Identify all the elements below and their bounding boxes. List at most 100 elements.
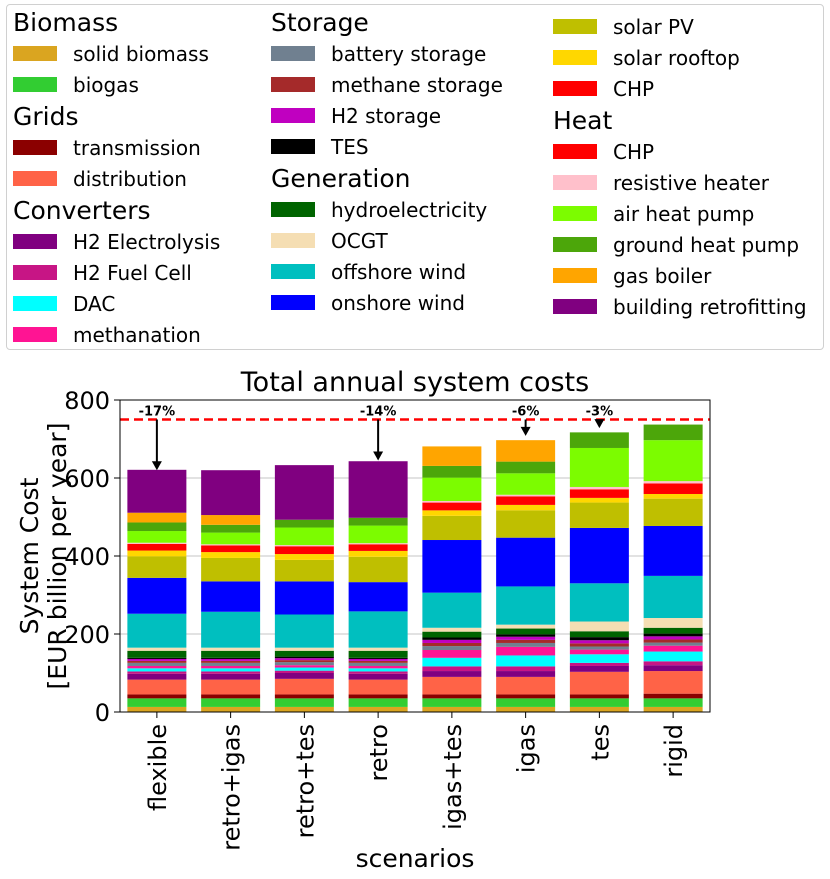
- bar-segment: [496, 461, 556, 474]
- bar-segment: [274, 519, 334, 528]
- bar-segment: [127, 550, 187, 557]
- bar-segment: [348, 517, 408, 526]
- y-tick-label: 200: [64, 621, 110, 649]
- bar-segment: [569, 694, 629, 699]
- legend-swatch: [271, 139, 315, 154]
- bar-segment: [643, 651, 703, 662]
- legend-label: CHP: [613, 77, 655, 101]
- bar-segment: [569, 643, 629, 647]
- bar-segment: [643, 627, 703, 634]
- bar-segment: [422, 510, 482, 516]
- bar-segment: [274, 614, 334, 648]
- annotation-arrowhead: [594, 419, 605, 429]
- legend-group-header: Generation: [271, 164, 411, 193]
- annotation-label: -3%: [586, 405, 613, 420]
- y-axis-label: [EUR billion per year]: [43, 423, 72, 690]
- bar-segment: [274, 554, 334, 560]
- bar-segment: [569, 706, 629, 712]
- legend-swatch: [13, 234, 57, 249]
- bar-segment: [569, 502, 629, 528]
- bar-segment: [127, 531, 187, 543]
- bar-segment: [127, 658, 187, 661]
- bar-segment: [274, 698, 334, 707]
- bar-segment: [274, 559, 334, 582]
- bar-segment: [201, 581, 261, 612]
- bar-segment: [422, 592, 482, 628]
- bar-segment: [496, 440, 556, 462]
- legend-label: solar rooftop: [613, 46, 740, 70]
- legend-label: methane storage: [331, 73, 503, 97]
- bar-segment: [643, 661, 703, 666]
- bar-segment: [127, 556, 187, 578]
- legend-swatch: [13, 46, 57, 61]
- bar-segment: [496, 706, 556, 712]
- bar-segment: [496, 537, 556, 587]
- x-tick-label: rigid: [660, 724, 688, 778]
- bar-segment: [496, 496, 556, 505]
- bar-segment: [274, 673, 334, 679]
- bar-segment: [127, 706, 187, 712]
- bar-segment: [422, 631, 482, 638]
- legend-swatch: [553, 237, 597, 252]
- legend-swatch: [553, 175, 597, 190]
- annotation-label: -6%: [512, 405, 539, 420]
- legend-label: methanation: [73, 323, 201, 347]
- bar-segment: [348, 668, 408, 672]
- bar-segment: [201, 679, 261, 695]
- legend-label: H2 Electrolysis: [73, 230, 221, 254]
- legend-group-header: Converters: [13, 196, 151, 225]
- legend-swatch: [13, 327, 57, 342]
- legend-swatch: [553, 50, 597, 65]
- bar-segment: [348, 698, 408, 707]
- legend-label: OCGT: [331, 229, 388, 253]
- legend-label: resistive heater: [613, 171, 769, 195]
- bar-segment: [127, 543, 187, 551]
- bar-segment: [201, 532, 261, 545]
- annotation-arrowhead: [520, 426, 531, 436]
- bar-segment: [127, 679, 187, 695]
- legend-label: distribution: [73, 167, 187, 191]
- legend-swatch: [13, 171, 57, 186]
- bar-segment: [643, 424, 703, 441]
- legend-label: TES: [331, 135, 369, 159]
- bar-segment: [201, 544, 261, 546]
- legend-swatch: [553, 299, 597, 314]
- legend-label: solar PV: [613, 15, 694, 39]
- bar-segment: [569, 640, 629, 644]
- legend-swatch: [271, 108, 315, 123]
- bar-segment: [496, 494, 556, 497]
- bar-segment: [201, 470, 261, 516]
- bar-segment: [643, 639, 703, 643]
- bar-segment: [422, 666, 482, 672]
- legend-label: biogas: [73, 73, 139, 97]
- bar-segment: [643, 618, 703, 628]
- bar-segment: [274, 706, 334, 712]
- legend-label: onshore wind: [331, 291, 465, 315]
- bar-segment: [422, 627, 482, 632]
- bar-segment: [274, 694, 334, 699]
- bar-segment: [201, 545, 261, 553]
- bar-segment: [496, 624, 556, 629]
- bar-segment: [201, 650, 261, 658]
- bar-segment: [201, 662, 261, 666]
- legend-swatch: [553, 144, 597, 159]
- bar-segment: [201, 658, 261, 661]
- bar-segment: [496, 510, 556, 538]
- legend-label: building retrofitting: [613, 295, 807, 319]
- legend-swatch: [271, 264, 315, 279]
- bar-segment: [201, 660, 261, 663]
- bar-segment: [422, 477, 482, 502]
- bar-segment: [274, 545, 334, 547]
- bar-segment: [348, 525, 408, 544]
- bar-segment: [569, 447, 629, 487]
- bar-segment: [348, 657, 408, 659]
- bar-segment: [201, 647, 261, 651]
- bar-segment: [348, 673, 408, 680]
- bar-segment: [496, 473, 556, 495]
- bar-segment: [348, 665, 408, 669]
- bar-segment: [274, 650, 334, 657]
- bar-segment: [496, 655, 556, 667]
- bar-segment: [274, 660, 334, 663]
- annotation-label: -17%: [139, 405, 176, 420]
- bar-segment: [496, 642, 556, 647]
